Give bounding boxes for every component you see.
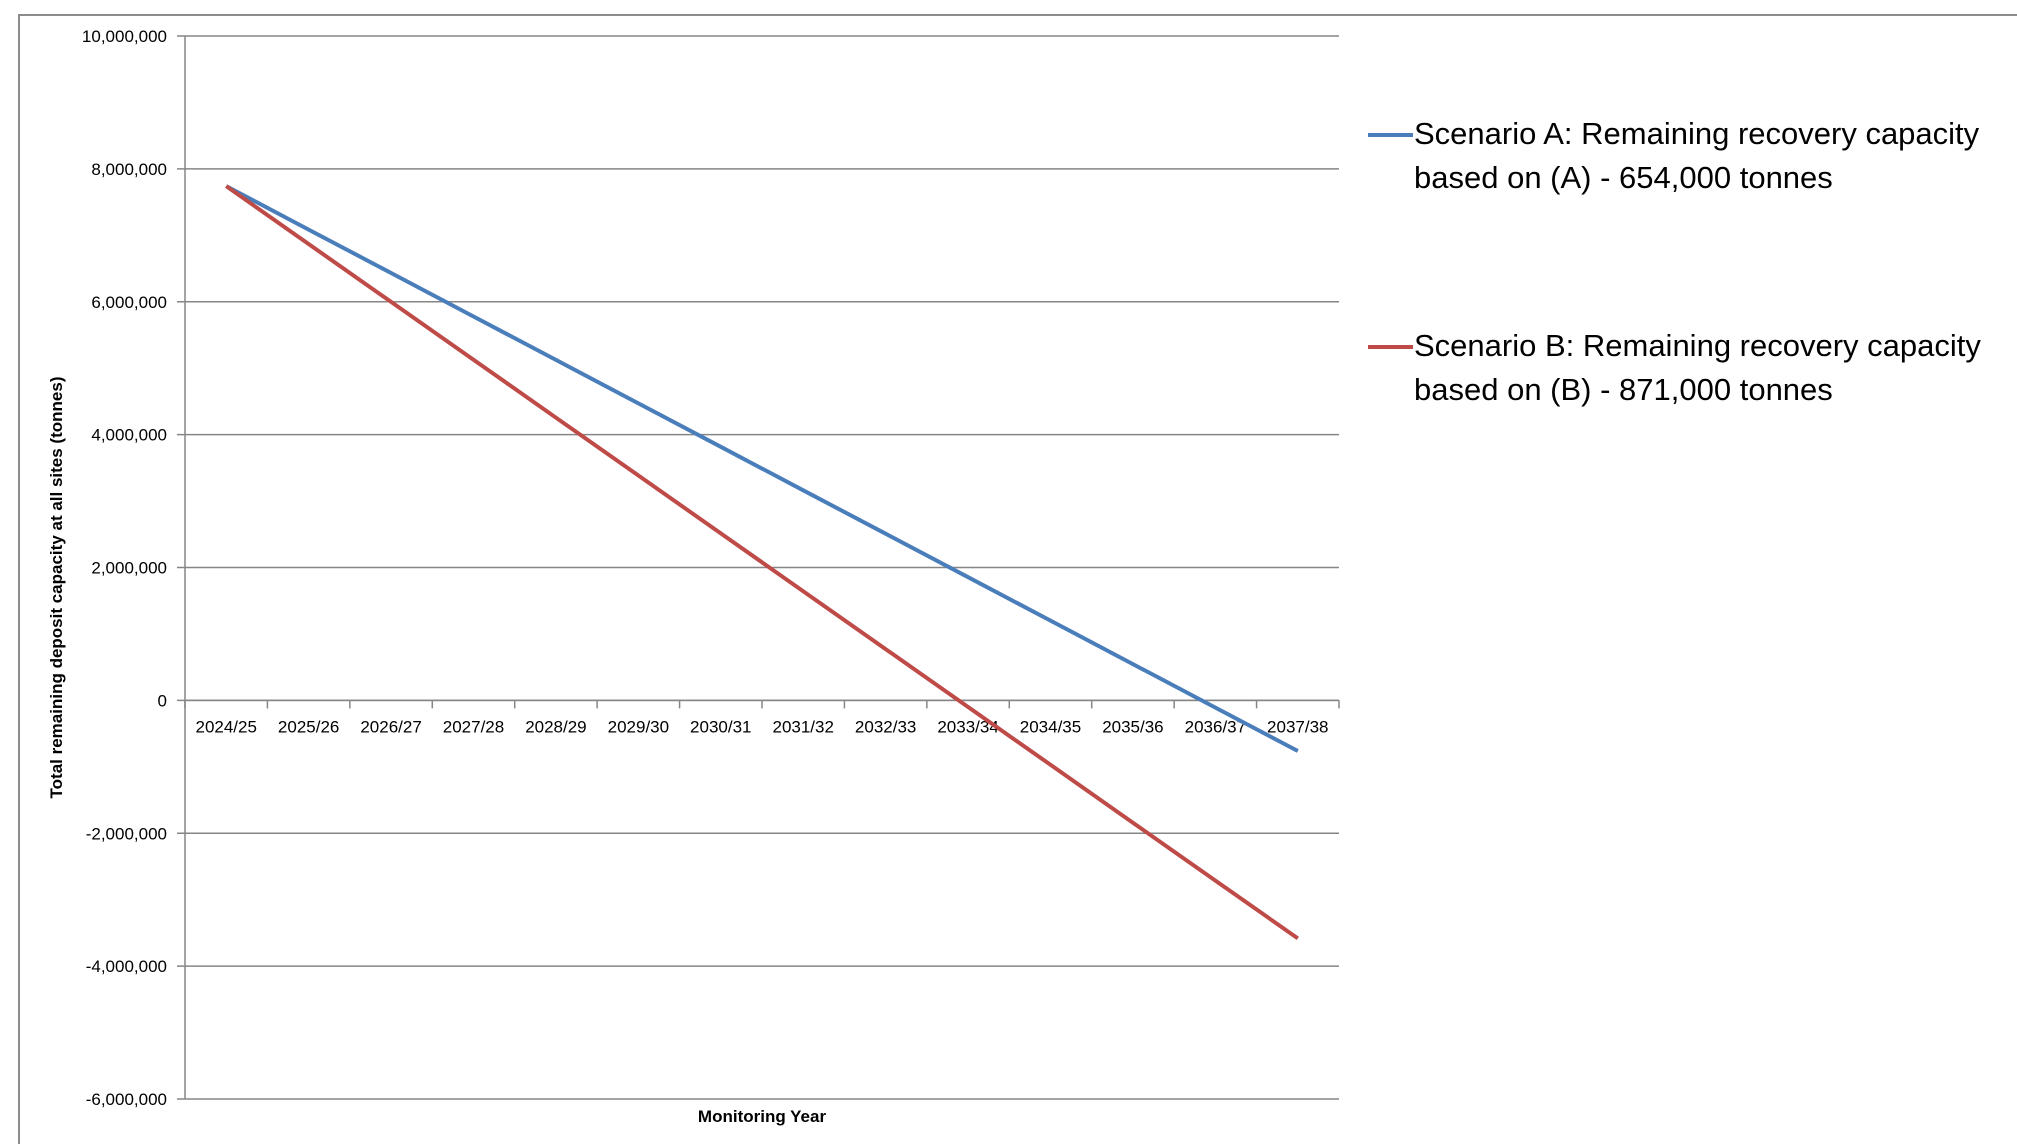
x-tick-label: 2036/37 <box>1185 717 1246 736</box>
x-tick-label: 2024/25 <box>195 717 256 736</box>
y-tick-label: -2,000,000 <box>86 824 167 843</box>
y-tick-label: -4,000,000 <box>86 957 167 976</box>
legend-label-scenario-b: Scenario B: Remaining recovery capacity … <box>1414 324 2017 412</box>
x-tick-label: 2030/31 <box>690 717 751 736</box>
legend-label-line: based on (A) - 654,000 tonnes <box>1414 160 1833 195</box>
x-tick-label: 2028/29 <box>525 717 586 736</box>
axes: 10,000,000 8,000,000 6,000,000 4,000,000 2,0… <box>82 27 1340 1109</box>
x-tick-label: 2026/27 <box>360 717 421 736</box>
y-tick-label: 6,000,000 <box>91 293 167 312</box>
y-tick-label: 4,000,000 <box>91 426 167 445</box>
x-tick-label: 2033/34 <box>937 717 998 736</box>
y-tick-label: 8,000,000 <box>91 160 167 179</box>
y-tick-label: 0 <box>158 691 167 710</box>
y-axis-title: Total remaining deposit capacity at all … <box>47 377 66 799</box>
x-axis-title: Monitoring Year <box>698 1107 827 1126</box>
legend-label-scenario-a: Scenario A: Remaining recovery capacity … <box>1414 112 2017 200</box>
y-tick-label: 10,000,000 <box>82 27 167 46</box>
x-tick-label: 2029/30 <box>608 717 669 736</box>
x-tick-label: 2032/33 <box>855 717 916 736</box>
series-line-scenario-a <box>225 184 1299 753</box>
x-tick-label: 2037/38 <box>1267 717 1328 736</box>
x-tick-label: 2025/26 <box>278 717 339 736</box>
x-tick-label: 2027/28 <box>443 717 504 736</box>
y-tick-label: 2,000,000 <box>91 559 167 578</box>
y-tick-label: -6,000,000 <box>86 1090 167 1109</box>
legend-label-line: based on (B) - 871,000 tonnes <box>1414 372 1833 407</box>
gridlines <box>185 35 1339 1100</box>
legend-label-line: Scenario B: Remaining recovery capacity <box>1414 328 1981 363</box>
x-tick-label: 2031/32 <box>772 717 833 736</box>
x-tick-label: 2034/35 <box>1020 717 1081 736</box>
series-lines <box>225 184 1299 941</box>
legend-label-line: Scenario A: Remaining recovery capacity <box>1414 116 1980 151</box>
series-line-scenario-b <box>225 184 1299 941</box>
legend-swatch-scenario-a <box>1368 133 1413 137</box>
x-tick-label: 2035/36 <box>1102 717 1163 736</box>
legend-swatch-scenario-b <box>1368 345 1413 349</box>
chart-frame <box>18 14 2017 1144</box>
